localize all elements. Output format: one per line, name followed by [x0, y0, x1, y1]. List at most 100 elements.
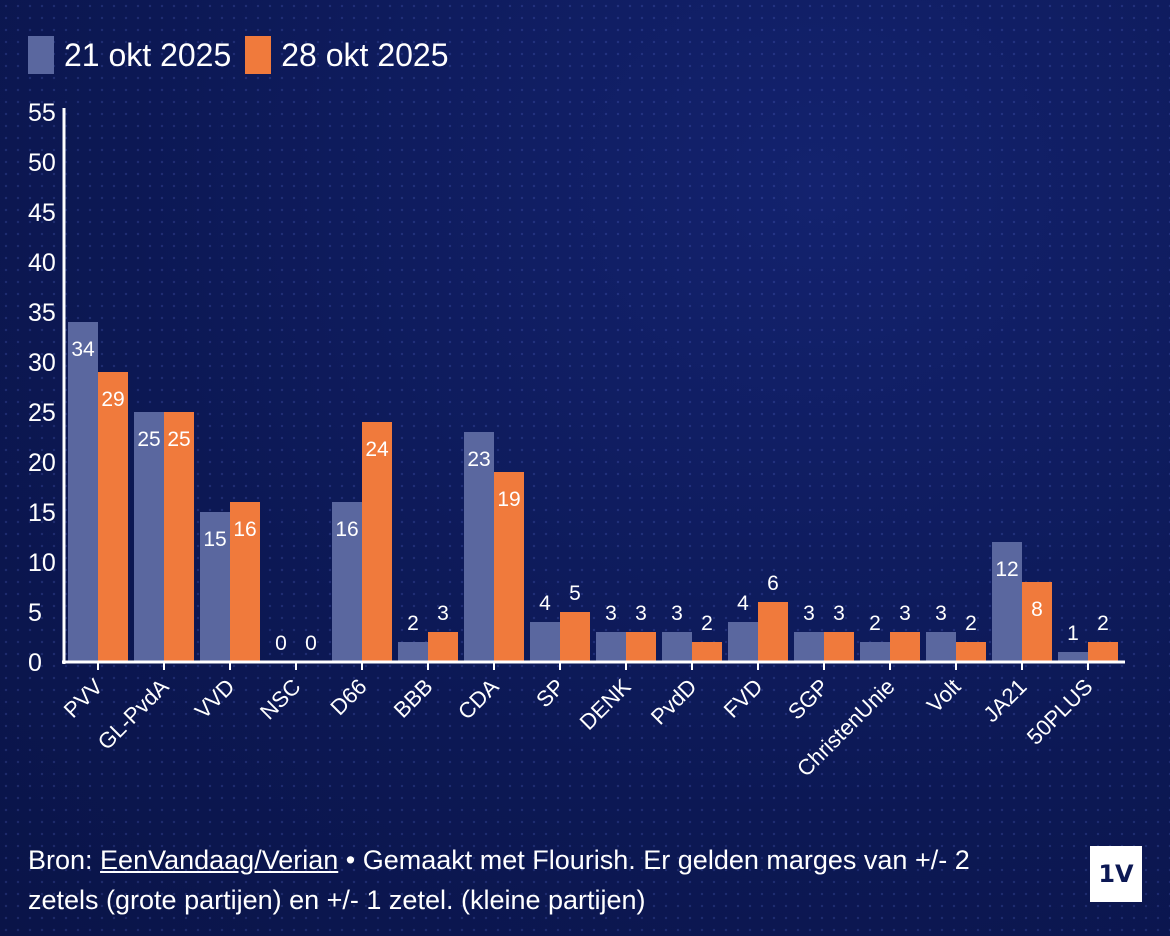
x-tick-label: JA21 [978, 674, 1031, 727]
data-label: 0 [275, 632, 287, 655]
y-tick-label: 45 [28, 199, 56, 227]
data-label: 2 [407, 612, 419, 635]
bar-ChristenUnie-21-okt [860, 642, 890, 662]
y-tick-label: 0 [28, 649, 42, 677]
bar-VVD-28-okt [230, 502, 260, 662]
data-label: 0 [305, 632, 317, 655]
x-tick-label: FVD [719, 674, 768, 723]
bar-ChristenUnie-28-okt [890, 632, 920, 662]
bar-FVD-28-okt [758, 602, 788, 662]
bar-VVD-21-okt [200, 512, 230, 662]
data-label: 4 [737, 592, 749, 615]
data-label: 2 [1097, 612, 1109, 635]
x-tick-label: PVV [59, 674, 108, 723]
data-label: 23 [467, 448, 490, 471]
data-label: 3 [803, 602, 815, 625]
bar-PVV-28-okt [98, 372, 128, 662]
data-label: 16 [233, 518, 256, 541]
x-tick-label: Volt [922, 674, 966, 718]
x-tick-label: SGP [783, 674, 834, 725]
x-tick-label: PvdD [646, 674, 702, 730]
bar-SGP-28-okt [824, 632, 854, 662]
source-link[interactable]: EenVandaag/Verian [100, 845, 339, 875]
data-label: 8 [1031, 598, 1043, 621]
data-label: 2 [869, 612, 881, 635]
bar-D66-28-okt [362, 422, 392, 662]
bar-SP-21-okt [530, 622, 560, 662]
bar-GL-PvdA-28-okt [164, 412, 194, 662]
data-label: 3 [671, 602, 683, 625]
data-label: 3 [935, 602, 947, 625]
y-tick-label: 5 [28, 599, 42, 627]
y-tick-label: 10 [28, 549, 56, 577]
bar-CDA-21-okt [464, 432, 494, 662]
bar-CDA-28-okt [494, 472, 524, 662]
x-tick-label: CDA [453, 674, 504, 725]
y-tick-label: 20 [28, 449, 56, 477]
bar-PvdD-28-okt [692, 642, 722, 662]
data-label: 1 [1067, 622, 1079, 645]
bar-PVV-21-okt [68, 322, 98, 662]
data-label: 3 [437, 602, 449, 625]
legend-label-28-okt: 28 okt 2025 [281, 36, 449, 73]
x-tick-label: NSC [255, 674, 306, 725]
source-note: Bron: EenVandaag/Verian • Gemaakt met Fl… [28, 840, 1038, 920]
y-tick-label: 15 [28, 499, 56, 527]
bar-50PLUS-28-okt [1088, 642, 1118, 662]
data-label: 25 [167, 428, 190, 451]
x-tick-label: DENK [575, 674, 636, 735]
bar-SP-28-okt [560, 612, 590, 662]
bar-D66-21-okt [332, 502, 362, 662]
x-tick-label: D66 [325, 674, 371, 720]
x-tick-label: VVD [190, 674, 240, 724]
bar-BBB-21-okt [398, 642, 428, 662]
eenvandaag-logo[interactable]: 1V [1090, 846, 1142, 902]
data-label: 12 [995, 558, 1018, 581]
legend-swatch-28-okt [245, 36, 272, 74]
data-label: 29 [101, 388, 124, 411]
chart-legend: 21 okt 2025 28 okt 2025 [28, 36, 463, 74]
data-label: 3 [605, 602, 617, 625]
bar-GL-PvdA-21-okt [134, 412, 164, 662]
data-label: 24 [365, 438, 389, 461]
data-label: 6 [767, 572, 779, 595]
bar-FVD-21-okt [728, 622, 758, 662]
y-tick-label: 25 [28, 399, 56, 427]
x-tick-label: BBB [389, 674, 438, 723]
x-tick-label: 50PLUS [1022, 674, 1098, 750]
bar-JA21-21-okt [992, 542, 1022, 662]
bar-SGP-21-okt [794, 632, 824, 662]
legend-swatch-21-okt [28, 36, 54, 74]
legend-item-21-okt[interactable]: 21 okt 2025 [28, 36, 231, 74]
data-label: 3 [899, 602, 911, 625]
data-label: 2 [965, 612, 977, 635]
data-label: 3 [635, 602, 647, 625]
source-line1-rest: • Gemaakt met Flourish. Er gelden marges… [338, 845, 970, 875]
bar-Volt-28-okt [956, 642, 986, 662]
bar-PvdD-21-okt [662, 632, 692, 662]
data-label: 16 [335, 518, 358, 541]
bar-BBB-28-okt [428, 632, 458, 662]
y-tick-label: 35 [28, 299, 56, 327]
y-tick-label: 55 [28, 99, 56, 127]
data-label: 2 [701, 612, 713, 635]
bar-DENK-28-okt [626, 632, 656, 662]
data-label: 34 [71, 338, 95, 361]
legend-item-28-okt[interactable]: 28 okt 2025 [245, 36, 449, 74]
x-tick-label: GL-PvdA [93, 674, 174, 755]
bar-50PLUS-21-okt [1058, 652, 1088, 662]
y-tick-label: 40 [28, 249, 56, 277]
x-tick-label: SP [531, 674, 569, 712]
y-tick-label: 30 [28, 349, 56, 377]
data-label: 5 [569, 582, 581, 605]
legend-label-21-okt: 21 okt 2025 [64, 36, 232, 73]
data-label: 25 [137, 428, 160, 451]
source-prefix: Bron: [28, 845, 101, 875]
bar-JA21-28-okt [1022, 582, 1052, 662]
data-label: 15 [203, 528, 226, 551]
y-tick-label: 50 [28, 149, 56, 177]
data-label: 3 [833, 602, 845, 625]
bar-Volt-21-okt [926, 632, 956, 662]
data-label: 19 [497, 488, 520, 511]
